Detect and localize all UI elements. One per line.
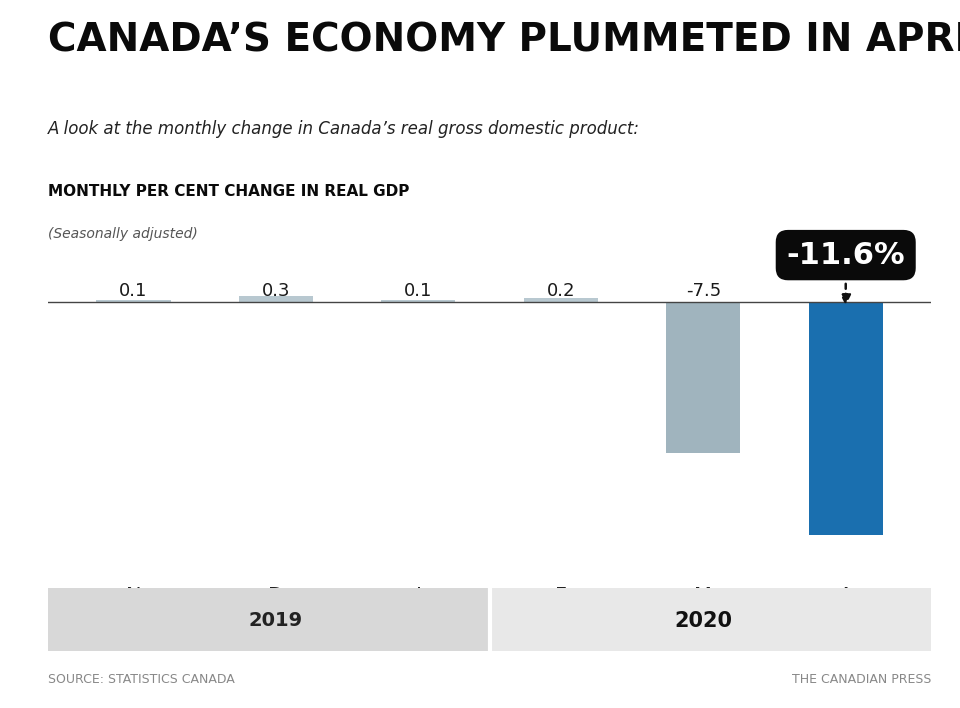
Text: -7.5: -7.5 [685,282,721,299]
Text: 0.3: 0.3 [262,282,290,299]
Text: 2019: 2019 [249,611,303,630]
Text: 2020: 2020 [674,611,732,631]
Bar [381,300,455,302]
Text: THE CANADIAN PRESS: THE CANADIAN PRESS [792,673,931,686]
Bar [490,588,931,651]
Bar [666,302,740,453]
Text: (Seasonally adjusted): (Seasonally adjusted) [48,227,198,241]
Text: MONTHLY PER CENT CHANGE IN REAL GDP: MONTHLY PER CENT CHANGE IN REAL GDP [48,184,409,199]
Bar [808,302,883,535]
Text: CANADA’S ECONOMY PLUMMETED IN APRIL: CANADA’S ECONOMY PLUMMETED IN APRIL [48,21,960,59]
Bar [48,588,490,651]
Text: 0.2: 0.2 [546,282,575,299]
Text: -11.6%: -11.6% [786,241,905,270]
Bar [96,300,171,302]
Text: A look at the monthly change in Canada’s real gross domestic product:: A look at the monthly change in Canada’s… [48,120,640,138]
Bar [524,298,598,302]
Text: SOURCE: STATISTICS CANADA: SOURCE: STATISTICS CANADA [48,673,235,686]
Bar [239,296,313,302]
Text: 0.1: 0.1 [119,282,148,299]
Text: 0.1: 0.1 [404,282,433,299]
